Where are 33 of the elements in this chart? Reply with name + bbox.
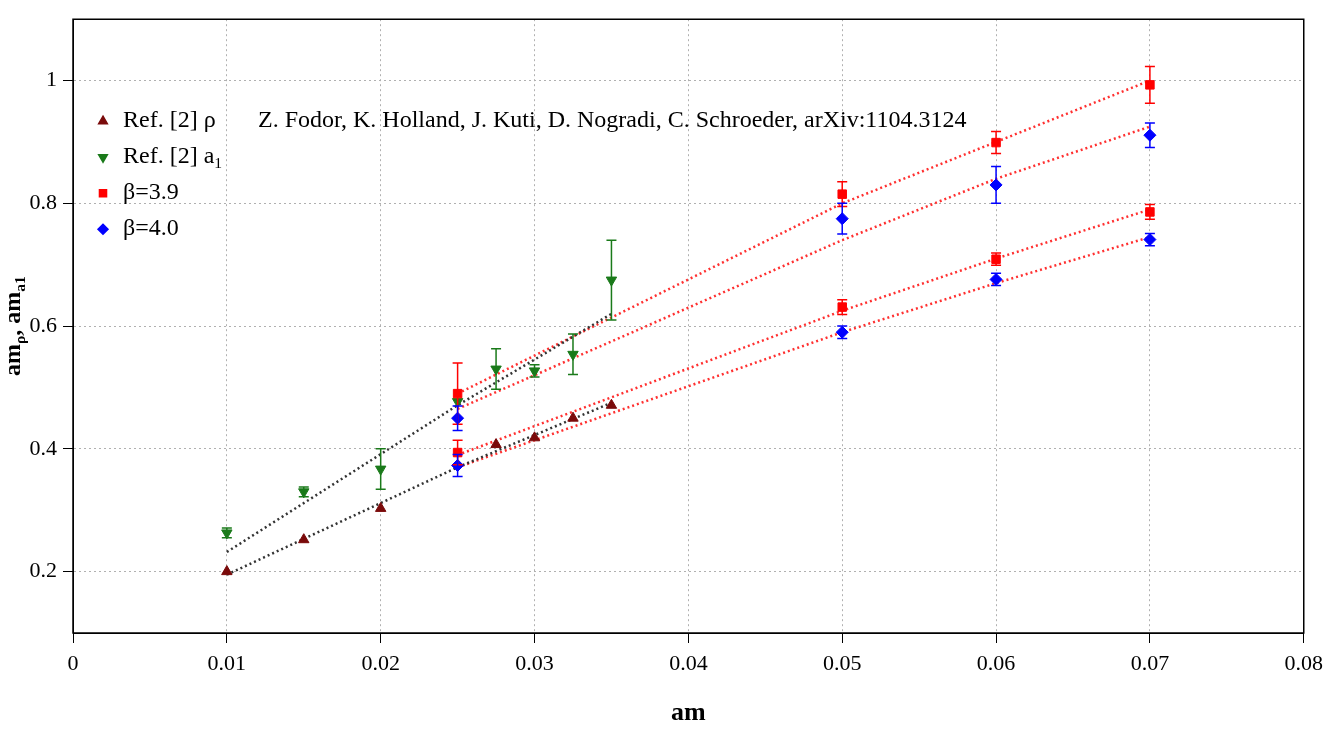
x-tick-label: 0.02: [361, 649, 400, 675]
point: [567, 411, 579, 422]
legend-label: β=3.9: [123, 178, 179, 205]
point: [374, 501, 387, 512]
point: [298, 533, 310, 544]
x-tick-label: 0: [67, 649, 79, 675]
y-tick-label: 0.8: [29, 189, 57, 215]
annotation: Z. Fodor, K. Holland, J. Kuti, D. Nogradi, C. Schroeder, arXiv:1104.3124: [258, 106, 967, 133]
x-tick-label: 0.05: [822, 649, 862, 675]
x-tick-label: 0.06: [976, 649, 1016, 675]
y-tick-label: 0.6: [29, 311, 57, 337]
x-tick-label: 0.01: [207, 649, 247, 675]
point: [374, 465, 387, 476]
x-tick-label: 0.08: [1284, 649, 1323, 675]
y-axis-title: amρ, ama1: [0, 276, 29, 377]
point: [1145, 80, 1155, 90]
y-tick-label: 1: [46, 66, 57, 92]
y-tick-label: 0.2: [29, 557, 57, 583]
x-axis-title: am: [671, 697, 707, 727]
y-tick-label: 0.4: [29, 434, 57, 460]
point: [451, 411, 465, 425]
x-tick-label: 0.03: [515, 649, 554, 675]
point: [528, 431, 541, 442]
point: [452, 388, 463, 399]
point: [490, 438, 502, 449]
legend-label: β=4.0: [123, 214, 179, 241]
legend-label: Ref. [2] ρ: [123, 106, 216, 133]
point: [837, 189, 847, 199]
x-tick-label: 0.04: [669, 649, 708, 675]
point: [221, 565, 233, 576]
point: [605, 398, 618, 409]
point: [605, 276, 618, 287]
x-tick-label: 0.07: [1130, 649, 1170, 675]
